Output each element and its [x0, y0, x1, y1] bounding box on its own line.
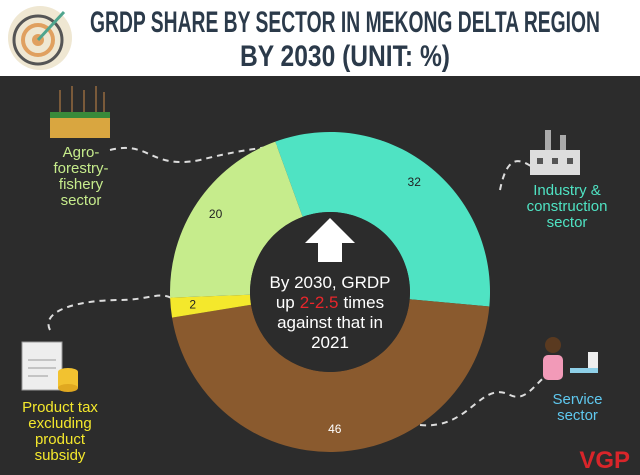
annotation-part: 2-2.5: [300, 293, 339, 312]
brand: VGP: [579, 447, 630, 474]
category-label: Product tax excluding product subsidy: [22, 399, 98, 464]
factory-icon: [530, 130, 580, 175]
annotation-part: against that in: [277, 313, 383, 332]
chart-title: BY 2030 (UNIT: %): [240, 40, 450, 73]
donut-segment: [275, 132, 491, 307]
donut-segment: [172, 299, 490, 452]
value-label: 2: [189, 298, 196, 312]
donut-hole: [250, 212, 410, 372]
donut-segment: [170, 141, 303, 298]
annotation: By 2030, GRDP up 2-2.5 times against that in…: [270, 273, 391, 352]
category-label: Industry & construction sector: [526, 182, 608, 231]
value-label: 32: [408, 175, 422, 189]
value-label: 20: [209, 207, 223, 221]
value-label: 46: [328, 422, 342, 436]
tax-icon: [21, 341, 78, 392]
annotation-part: times: [344, 293, 385, 312]
field-icon: [50, 86, 110, 138]
header: [0, 0, 640, 76]
donut: 32 46 2 20: [170, 132, 491, 452]
category-label: Service sector: [552, 391, 603, 424]
up-arrow: [305, 218, 355, 262]
chart-title: GRDP SHARE BY SECTOR IN MEKONG DELTA REG…: [90, 6, 600, 39]
annotation-part: up: [276, 293, 295, 312]
service-icon: [543, 337, 598, 380]
target-icon: [8, 6, 72, 70]
annotation-part: By 2030, GRDP: [270, 273, 391, 292]
category-label: Agro-forestry-fishery sector: [53, 144, 109, 209]
donut-segment: [170, 294, 252, 318]
annotation-part: 2021: [311, 333, 349, 352]
